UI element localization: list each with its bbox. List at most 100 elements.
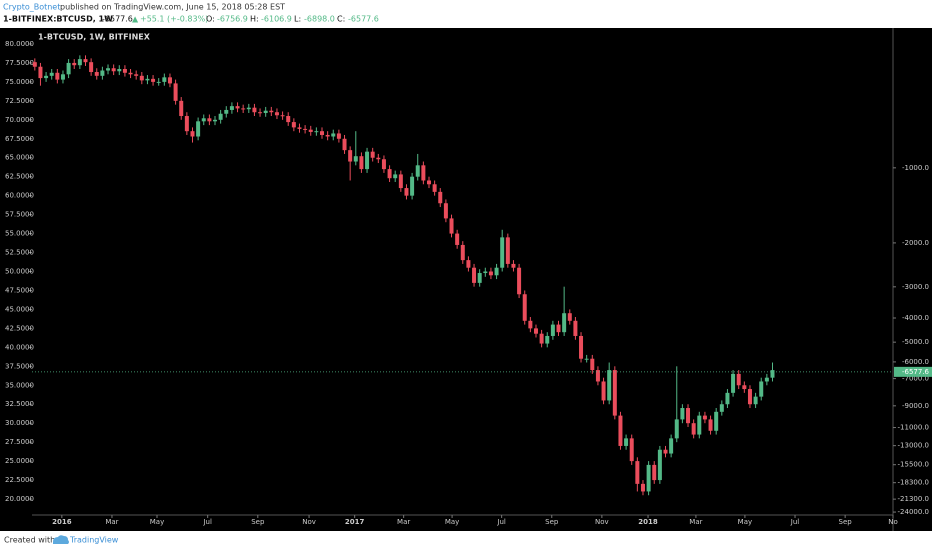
x-tick-label: Sep <box>545 518 559 526</box>
candle-body <box>573 320 578 336</box>
candle-body <box>719 404 724 412</box>
y-tick-label: 70.0000 <box>5 116 34 124</box>
candle-body <box>539 333 544 344</box>
candle-body <box>252 107 257 113</box>
candle-body <box>483 271 488 274</box>
y-tick-label: 40.0000 <box>5 343 34 351</box>
published: published on TradingView.com, June 15, 2… <box>60 3 285 12</box>
h-label: H: <box>250 15 259 24</box>
candle-body <box>601 381 606 401</box>
candle-body <box>106 68 111 71</box>
x-tick-label: Sep <box>251 518 265 526</box>
candle-body <box>556 324 561 333</box>
y-tick-label: 45.0000 <box>5 305 34 313</box>
candle-body <box>410 176 415 196</box>
o-label: O: <box>206 15 215 24</box>
brand[interactable]: TradingView <box>69 536 119 545</box>
candle-body <box>184 116 189 132</box>
o: -6756.9 <box>217 15 248 24</box>
candle-body <box>770 370 775 378</box>
candle-body <box>714 411 719 431</box>
candle-body <box>612 370 617 416</box>
y-tick-label: 57.5000 <box>5 211 34 219</box>
y-tick-label: 42.5000 <box>5 324 34 332</box>
candle-body <box>691 423 696 435</box>
candle-body <box>134 74 139 76</box>
y2-tick-label: -7000.0 <box>902 375 929 383</box>
candle-body <box>759 381 764 397</box>
y-tick-label: 35.0000 <box>5 381 34 389</box>
candle-body <box>89 62 94 73</box>
candle-body <box>60 74 65 80</box>
candle-body <box>274 112 279 116</box>
y-tick-label: 67.5000 <box>5 135 34 143</box>
candle-body <box>579 335 584 359</box>
candle-body <box>162 77 167 82</box>
candle-body <box>308 129 313 132</box>
l-label: L: <box>294 15 301 24</box>
x-tick-label: Mar <box>689 518 702 526</box>
x-tick-label: May <box>445 518 459 526</box>
y-tick-label: 60.0000 <box>5 192 34 200</box>
candle-body <box>646 464 651 492</box>
candle-body <box>472 267 477 283</box>
candle-body <box>393 174 398 179</box>
y-tick-label: 50.0000 <box>5 268 34 276</box>
candle-body <box>590 358 595 371</box>
candle-body <box>100 70 105 76</box>
candle-body <box>145 78 150 81</box>
candle-body <box>736 373 741 386</box>
candle-body <box>517 267 522 295</box>
last-price-label: -6577.6 <box>902 368 930 376</box>
candle-body <box>488 271 493 276</box>
h: -6106.9 <box>261 15 292 24</box>
candle-body <box>376 157 381 160</box>
candle-body <box>320 131 325 135</box>
created-with: Created with <box>4 536 55 545</box>
legend: 1-BTCUSD, 1W, BITFINEX <box>38 33 151 42</box>
candle-body <box>533 328 538 334</box>
candle-body <box>584 358 589 360</box>
y2-tick-label: -11000.0 <box>898 424 929 432</box>
candle-body <box>595 370 600 382</box>
candle-body <box>359 156 364 170</box>
candle-body <box>122 68 127 73</box>
candle-body <box>314 131 319 133</box>
candle-body <box>49 72 54 76</box>
y2-tick-label: -4000.0 <box>902 314 929 322</box>
x-tick-label: Nov <box>302 518 316 526</box>
y-tick-label: 52.5000 <box>5 249 34 257</box>
x-tick-label: 2017 <box>345 518 365 526</box>
symbol: 1-BITFINEX:BTCUSD, 1W <box>3 15 113 24</box>
y-tick-label: 75.0000 <box>5 78 34 86</box>
arrow: ▲ <box>132 15 139 24</box>
candle-body <box>449 218 454 234</box>
candle-body <box>697 415 702 435</box>
candle-body <box>669 438 674 454</box>
logo-cloud <box>53 535 69 544</box>
candle-body <box>708 419 713 431</box>
x-tick-label: 2018 <box>638 518 658 526</box>
x-tick-label: Jul <box>202 518 212 526</box>
candle-body <box>77 59 82 66</box>
x-tick-label: Mar <box>397 518 410 526</box>
y-tick-label: 77.5000 <box>5 59 34 67</box>
candle-body <box>229 106 234 110</box>
y-tick-label: 62.5000 <box>5 173 34 181</box>
candle-body <box>460 244 465 261</box>
candle-body <box>686 408 691 424</box>
candle-body <box>370 151 375 158</box>
candle-body <box>269 110 274 113</box>
x-tick-label: May <box>738 518 752 526</box>
chart-bg <box>0 28 932 531</box>
candle-body <box>550 324 555 336</box>
candle-body <box>567 313 572 321</box>
candle-body <box>607 370 612 401</box>
y-tick-label: 22.5000 <box>5 476 34 484</box>
candle-body <box>190 131 195 137</box>
candle-body <box>657 449 662 481</box>
candle-body <box>213 119 218 122</box>
author[interactable]: Crypto_Botnet <box>3 3 60 12</box>
candle-body <box>83 59 88 63</box>
x-tick-label: No <box>888 518 898 526</box>
